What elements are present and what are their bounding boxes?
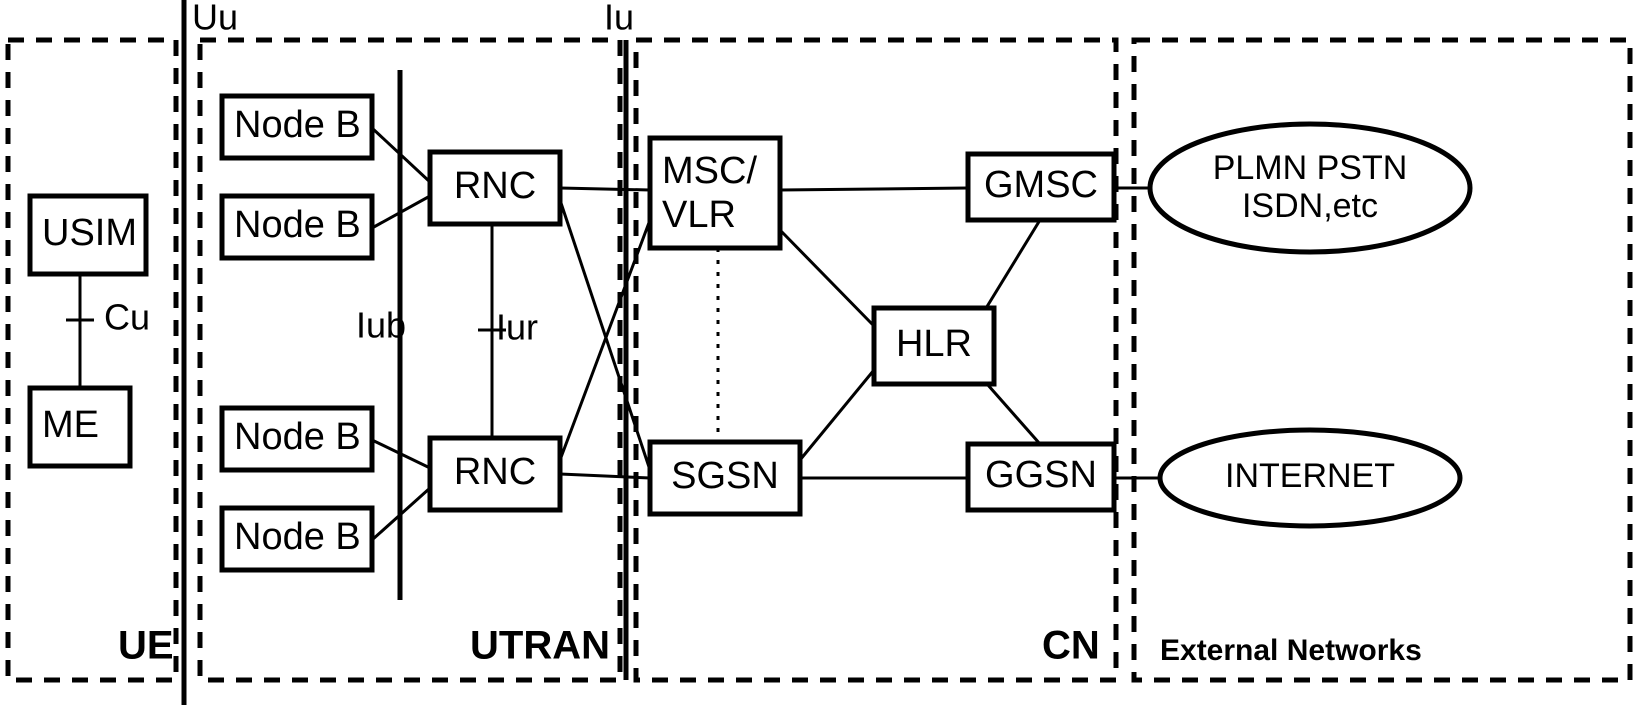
node-sgsn-label: SGSN bbox=[671, 455, 779, 497]
group-label-external: External Networks bbox=[1160, 634, 1422, 667]
node-nodeb-2-label: Node B bbox=[234, 204, 361, 246]
node-gmsc-label: GMSC bbox=[984, 164, 1098, 206]
group-label-cn: CN bbox=[1042, 624, 1100, 668]
label-cu: Cu bbox=[104, 297, 150, 338]
label-uu: Uu bbox=[192, 0, 238, 38]
label-iub: Iub bbox=[356, 305, 406, 346]
label-iu: Iu bbox=[604, 0, 634, 38]
node-me-label: ME bbox=[42, 404, 99, 446]
node-nodeb-3-label: Node B bbox=[234, 416, 361, 458]
group-ue bbox=[8, 40, 176, 680]
node-plmn-label1: PLMN PSTN bbox=[1213, 149, 1408, 187]
node-usim-label: USIM bbox=[42, 212, 137, 254]
node-rnc-1-label: RNC bbox=[454, 165, 536, 207]
edge bbox=[800, 370, 874, 460]
node-ggsn-label: GGSN bbox=[985, 454, 1097, 496]
edge bbox=[780, 230, 874, 326]
node-nodeb-4-label: Node B bbox=[234, 516, 361, 558]
node-msc-vlr-label: MSC/ bbox=[662, 150, 757, 192]
edge bbox=[980, 220, 1040, 318]
node-plmn-label2: ISDN,etc bbox=[1242, 187, 1378, 225]
node-nodeb-1-label: Node B bbox=[234, 104, 361, 146]
node-hlr-label: HLR bbox=[896, 323, 972, 365]
node-rnc-2-label: RNC bbox=[454, 451, 536, 493]
group-label-ue: UE bbox=[118, 624, 174, 668]
group-label-utran: UTRAN bbox=[470, 624, 610, 668]
node-internet-label: INTERNET bbox=[1225, 457, 1395, 495]
node-msc-vlr-label2: VLR bbox=[662, 194, 736, 236]
edge bbox=[780, 188, 968, 190]
label-iur: Iur bbox=[496, 307, 538, 348]
edge bbox=[560, 188, 650, 190]
